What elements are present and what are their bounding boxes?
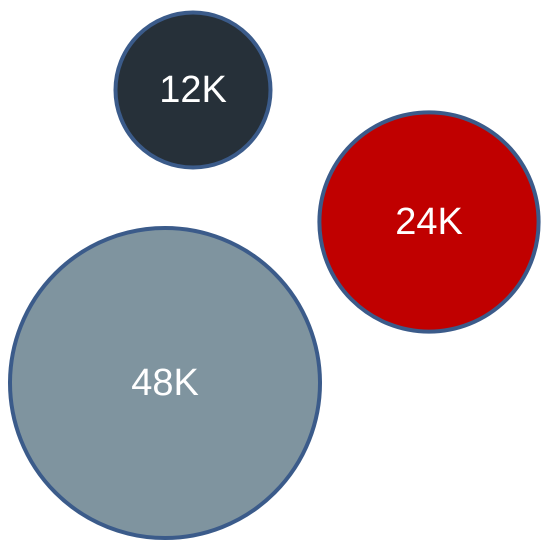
bubble-label-48k: 48K bbox=[131, 362, 199, 404]
bubble-label-24k: 24K bbox=[395, 201, 463, 243]
bubble-48k bbox=[8, 226, 322, 540]
bubble-label-12k: 12K bbox=[159, 69, 227, 111]
bubble-12k bbox=[113, 10, 273, 170]
bubble-24k bbox=[317, 110, 541, 334]
